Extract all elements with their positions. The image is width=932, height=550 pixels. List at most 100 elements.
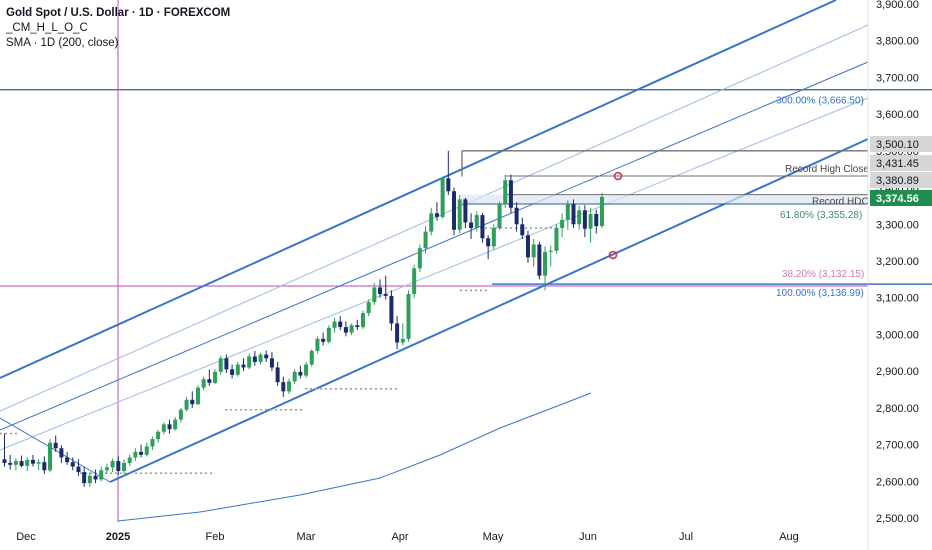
candle-body — [457, 199, 462, 230]
legend-indicator-hloc[interactable]: _CM_H_L_O_C — [6, 22, 88, 34]
candle-body — [298, 371, 303, 376]
candle-body — [452, 191, 457, 230]
candle-body — [144, 446, 149, 455]
pivot-line-left — [0, 417, 111, 483]
candle-body — [582, 210, 587, 229]
candle-body — [531, 244, 536, 258]
price-tag-bg — [870, 190, 932, 206]
candle-body — [434, 213, 439, 217]
candle-body — [599, 196, 604, 227]
candle-body — [167, 424, 172, 430]
x-tick-label: Feb — [206, 531, 225, 543]
candle-body — [321, 338, 326, 342]
candle-body — [76, 466, 81, 473]
x-tick-label: Dec — [16, 531, 36, 543]
candle-body — [19, 461, 24, 466]
candle-body — [213, 371, 218, 383]
candle-body — [440, 178, 445, 217]
marker-circle-upper — [613, 171, 623, 181]
y-tick-label: 2,700.00 — [876, 440, 919, 452]
legend-title[interactable]: Gold Spot / U.S. Dollar · 1D · FOREXCOM — [6, 7, 231, 19]
annotation-label: 38.20% (3,132.15) — [782, 269, 864, 280]
candle-body — [36, 462, 41, 464]
candle-body — [486, 238, 491, 247]
candle-body — [99, 470, 104, 480]
candle-body — [412, 268, 417, 295]
candle-body — [8, 462, 13, 465]
candle-body — [70, 462, 75, 467]
candle-body — [82, 472, 87, 484]
candle-body — [241, 364, 246, 368]
annotation-label: 100.00% (3,136.99) — [776, 288, 864, 299]
x-tick-label: Mar — [297, 531, 316, 543]
y-tick-label: 3,700.00 — [876, 72, 919, 84]
candle-body — [349, 325, 354, 333]
x-tick-label: 2025 — [106, 531, 130, 543]
candle-body — [366, 302, 371, 314]
x-tick-label: Jul — [679, 531, 693, 543]
y-tick-label: 3,100.00 — [876, 293, 919, 305]
candle-body — [383, 294, 388, 296]
candle-body — [201, 379, 206, 388]
candle-body — [150, 439, 155, 447]
candle-body — [395, 323, 400, 343]
x-tick-label: Aug — [779, 531, 799, 543]
candle-body — [292, 371, 297, 382]
y-tick-label: 3,300.00 — [876, 219, 919, 231]
candle-body — [110, 461, 115, 468]
candle-body — [537, 244, 542, 276]
candles-layer — [2, 150, 604, 487]
candle-body — [173, 419, 178, 430]
annotations-layer: 300.00% (3,666.50) Record High Close Recor… — [608, 96, 869, 299]
candle-body — [2, 459, 7, 463]
candle-body — [503, 180, 508, 205]
annotation-label: 61.80% (3,355.28) — [780, 210, 862, 221]
candle-body — [42, 462, 47, 471]
candle-body — [218, 358, 223, 372]
candle-body — [360, 313, 365, 328]
candle-body — [326, 327, 331, 342]
candle-body — [53, 442, 58, 449]
candle-body — [565, 204, 570, 220]
candle-body — [269, 358, 274, 368]
channel-median-line-2 — [0, 61, 869, 431]
time-axis-bg — [0, 522, 868, 550]
analysis-lines-layer — [0, 0, 932, 522]
candle-body — [577, 210, 582, 225]
candle-body — [406, 294, 411, 339]
candle-body — [161, 424, 166, 432]
y-tick-label: 3,900.00 — [876, 0, 919, 11]
y-tick-label: 2,500.00 — [876, 513, 919, 525]
candle-body — [252, 356, 257, 362]
candle-body — [514, 207, 519, 225]
candle-body — [13, 461, 18, 465]
candle-body — [474, 215, 479, 228]
y-tick-label: 3,200.00 — [876, 256, 919, 268]
sma-200-line — [117, 392, 592, 522]
candle-body — [338, 321, 343, 328]
candle-body — [104, 467, 109, 471]
candle-body — [571, 204, 576, 225]
candle-body — [93, 475, 98, 480]
x-tick-label: Jun — [579, 531, 597, 543]
legend-indicator-sma[interactable]: SMA · 1D (200, close) — [6, 37, 119, 49]
x-tick-label: Apr — [391, 531, 408, 543]
candle-body — [309, 350, 314, 365]
marker-circle-lower — [608, 250, 618, 260]
candle-body — [525, 235, 530, 258]
candle-body — [258, 354, 263, 362]
candle-body — [178, 409, 183, 420]
x-tick-label: May — [483, 531, 504, 543]
candle-body — [520, 224, 525, 236]
channel-upper-line — [0, 0, 837, 379]
candle-body — [332, 321, 337, 328]
candle-body — [389, 295, 394, 324]
record-zone-band — [462, 194, 868, 204]
price-tag-bg — [870, 136, 932, 152]
candle-body — [287, 381, 291, 392]
candle-body — [127, 457, 132, 463]
y-tick-label: 2,800.00 — [876, 403, 919, 415]
candle-body — [65, 457, 70, 463]
